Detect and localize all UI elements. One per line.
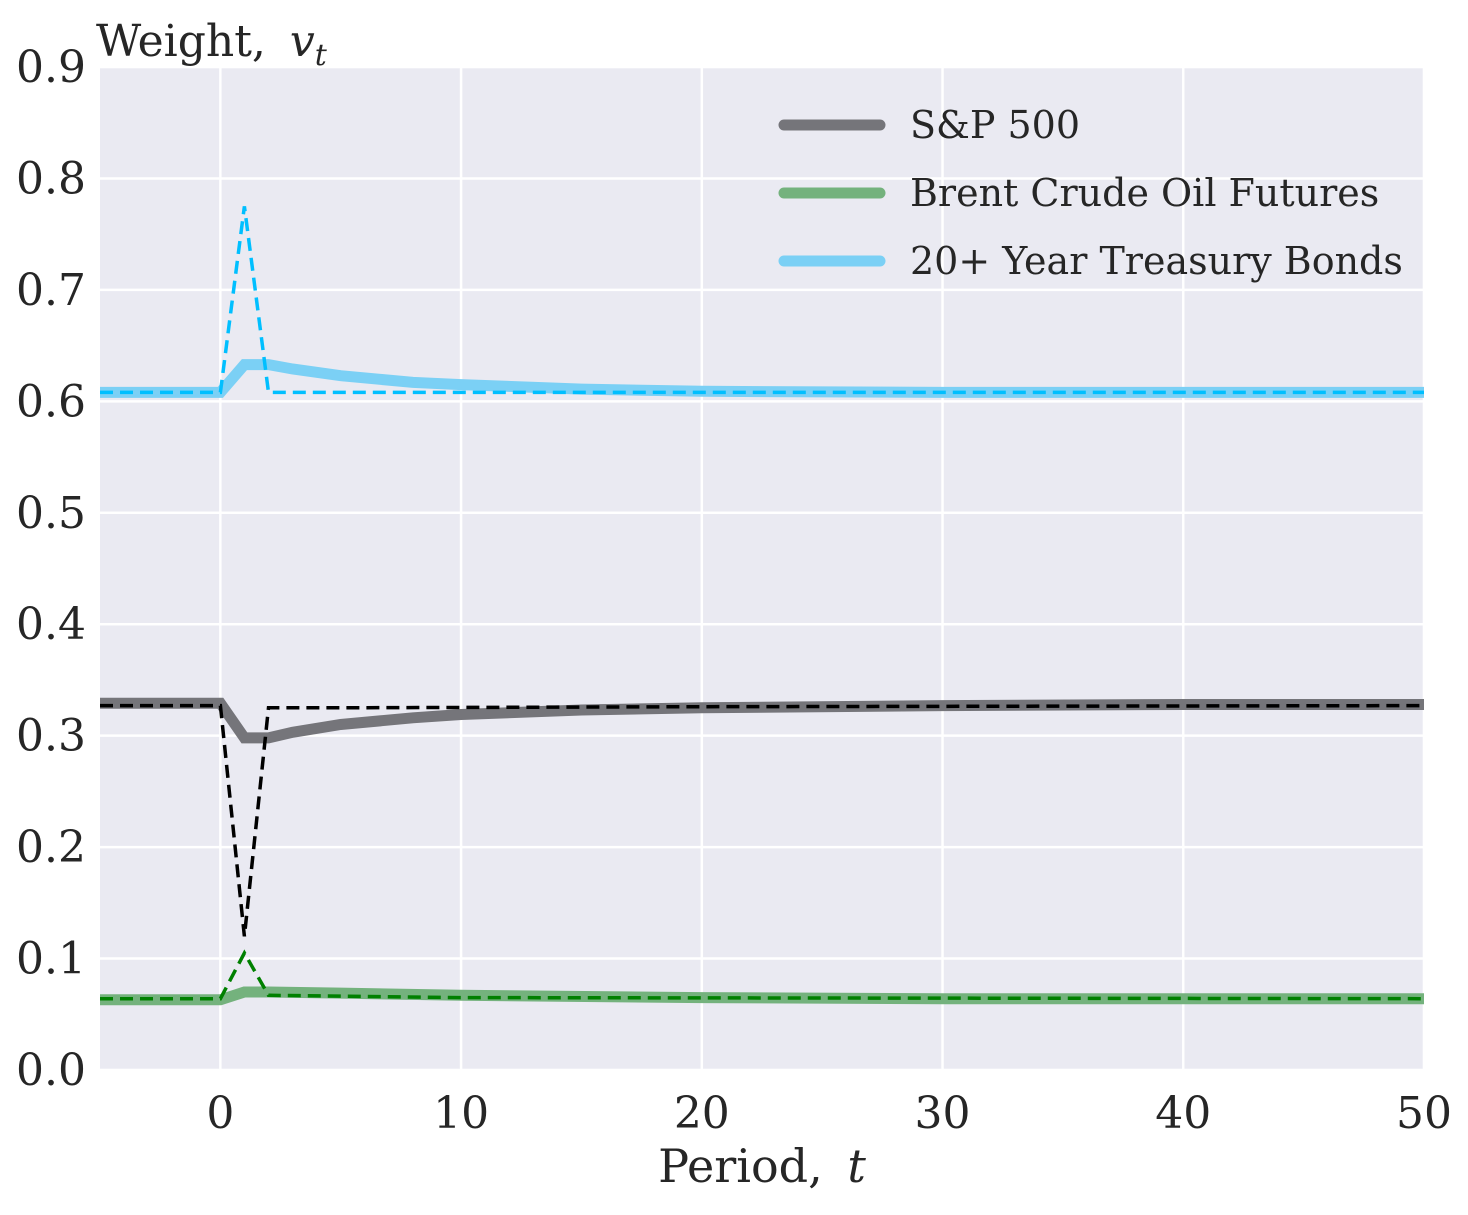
y-tick-label: 0.8 [16, 153, 86, 204]
series-lines [100, 206, 1425, 1006]
x-tick-label: 0 [206, 1088, 234, 1139]
y-tick-label: 0.2 [16, 822, 86, 873]
tick-labels: 0 10 20 30 40 50 0.0 0.1 0.2 0.3 0.4 0.5 0.6 0.7 0.8 0.… [16, 42, 1452, 1139]
plot-area [100, 67, 1424, 1070]
x-axis-label: Period, t [658, 1139, 866, 1193]
series-dashed-line [100, 949, 1425, 1001]
y-tick-label: 0.9 [16, 42, 86, 93]
x-axis-label-symbol: t [847, 1139, 866, 1193]
y-axis-label-subscript: t [315, 38, 328, 73]
y-axis-label-symbol: v [290, 16, 315, 67]
y-tick-label: 0.6 [16, 376, 86, 427]
y-axis-label: Weight, vt [96, 16, 328, 73]
y-tick-label: 0.0 [16, 1045, 86, 1096]
series-line [100, 697, 1424, 744]
y-tick-label: 0.5 [16, 488, 86, 539]
y-tick-label: 0.7 [16, 265, 86, 316]
series-dashed-line [100, 703, 1425, 937]
x-tick-label: 20 [674, 1088, 730, 1139]
x-axis-label-text: Period, [658, 1139, 823, 1193]
x-tick-label: 30 [915, 1088, 971, 1139]
legend: S&P 500 Brent Crude Oil Futures 20+ Year T… [778, 103, 1403, 283]
x-tick-label: 10 [433, 1088, 489, 1139]
y-tick-label: 0.4 [16, 599, 86, 650]
y-tick-label: 0.3 [16, 711, 86, 762]
series-dashed-line [100, 206, 1424, 395]
legend-label: 20+ Year Treasury Bonds [910, 239, 1403, 283]
series-line [100, 986, 1424, 1006]
legend-label: S&P 500 [910, 103, 1080, 147]
y-tick-label: 0.1 [16, 934, 86, 985]
legend-label: Brent Crude Oil Futures [910, 171, 1379, 215]
x-tick-label: 40 [1155, 1088, 1211, 1139]
x-tick-label: 50 [1396, 1088, 1452, 1139]
y-axis-label-text: Weight, [96, 16, 266, 67]
grid [100, 65, 1426, 1072]
